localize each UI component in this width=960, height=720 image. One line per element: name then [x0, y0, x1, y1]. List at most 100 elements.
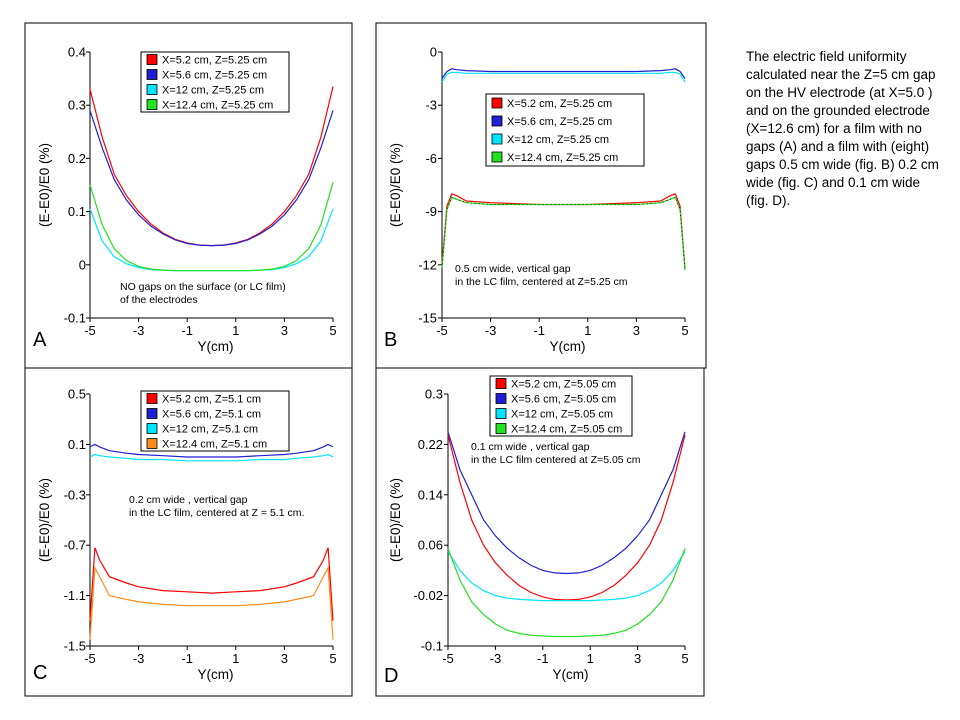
legend-entry: X=5.2 cm, Z=5.1 cm: [162, 394, 261, 406]
series-line-2: [441, 68, 686, 79]
legend-swatch: [495, 393, 507, 404]
panel-letter: B: [384, 329, 397, 351]
legend-swatch: [495, 408, 507, 419]
legend-swatch: [491, 115, 503, 127]
legend-entry: X=12 cm, Z=5.25 cm: [507, 134, 609, 146]
y-tick-label: -3: [425, 98, 437, 113]
annotation-text: 0.1 cm wide , vertical gap: [471, 441, 590, 453]
annotation-text: NO gaps on the surface (or LC film): [120, 281, 286, 293]
x-tick-label: -3: [133, 651, 145, 666]
x-tick-label: 5: [681, 651, 688, 666]
legend-entry: X=12 cm, Z=5.1 cm: [162, 424, 258, 436]
legend-frame: [140, 390, 290, 452]
legend-swatch: [495, 378, 507, 389]
y-tick-label: 0.1: [68, 204, 86, 219]
legend-swatch: [146, 408, 158, 419]
x-tick-label: 3: [633, 323, 640, 338]
legend-entry: X=5.6 cm, Z=5.25 cm: [507, 116, 612, 128]
legend-entry: X=5.6 cm, Z=5.25 cm: [162, 70, 267, 82]
series-line-4: [447, 548, 686, 638]
x-tick-label: 3: [281, 323, 288, 338]
y-tick-label: -12: [418, 257, 437, 272]
x-tick-label: 5: [329, 651, 336, 666]
y-tick-label: 0.5: [68, 387, 86, 402]
x-tick-label: 1: [584, 323, 591, 338]
annotation-text: in the LC film centered at Z=5.05 cm: [471, 454, 641, 466]
x-tick-label: -3: [485, 323, 497, 338]
x-tick-label: -1: [181, 651, 193, 666]
x-tick-label: -3: [133, 323, 145, 338]
x-tick-label: -1: [537, 651, 549, 666]
y-tick-label: 0: [79, 257, 86, 272]
chart-panel-d: -5 -3 -1 1 3 5 -0.1 -0.02 0.06 0.14 0.22 0.3 Y(cm) (E…: [375, 367, 705, 697]
annotation-text: in the LC film, centered at Z = 5.1 cm.: [129, 507, 304, 519]
chart-panel-b: -5 -3 -1 1 3 5 -15 -12 -9 -6 -3 0 Y(cm) (E-E0)/E0 (%)…: [375, 22, 707, 369]
panel-letter: D: [384, 665, 398, 687]
legend-swatch: [146, 84, 158, 95]
series-line-4: [89, 565, 334, 640]
x-axis-label: Y(cm): [550, 339, 586, 354]
legend: X=5.2 cm, Z=5.1 cm X=5.6 cm, Z=5.1 cm X=12…: [140, 390, 290, 452]
y-tick-label: -0.7: [64, 538, 86, 553]
annotation-text: in the LC film, centered at Z=5.25 cm: [455, 276, 628, 288]
x-tick-label: -5: [436, 323, 448, 338]
legend-swatch: [146, 423, 158, 434]
legend-swatch: [491, 151, 503, 163]
legend-entry: X=12.4 cm, Z=5.05 cm: [511, 424, 622, 436]
annotation-text: 0.2 cm wide , vertical gap: [129, 494, 248, 506]
legend-entry: X=5.2 cm, Z=5.25 cm: [162, 55, 267, 67]
x-tick-label: -5: [442, 651, 454, 666]
x-tick-label: 5: [329, 323, 336, 338]
y-tick-label: -0.3: [64, 487, 86, 502]
legend-swatch: [495, 423, 507, 434]
y-axis-label: (E-E0)/E0 (%): [37, 478, 52, 562]
chart-panel-a: -5 -3 -1 1 3 5 -0.1 0 0.1 0.2 0.3 0.4 Y(cm) (E-E0)/E0…: [24, 22, 353, 369]
y-tick-label: 0.2: [68, 151, 86, 166]
legend-entry: X=12.4 cm, Z=5.1 cm: [162, 439, 267, 451]
legend-frame: [489, 375, 633, 437]
x-tick-label: 3: [281, 651, 288, 666]
series-line-3: [89, 453, 334, 462]
chart-panel-c: -5 -3 -1 1 3 5 -1.5 -1.1 -0.7 -0.3 0.1 0.5 Y(cm) (E-E…: [24, 367, 353, 697]
series-line-2: [447, 431, 686, 575]
y-axis-label: (E-E0)/E0 (%): [388, 143, 403, 227]
series-line-2: [89, 110, 334, 247]
x-tick-label: -5: [84, 323, 96, 338]
y-tick-label: 0.3: [68, 98, 86, 113]
panel-letter: C: [33, 662, 47, 684]
legend-swatch: [146, 54, 158, 65]
x-tick-label: -1: [533, 323, 545, 338]
legend-entry: X=5.6 cm, Z=5.05 cm: [511, 394, 616, 406]
legend: X=5.2 cm, Z=5.25 cm X=5.6 cm, Z=5.25 cm X=…: [140, 51, 290, 113]
y-tick-label: 0.22: [418, 437, 443, 452]
x-tick-label: 5: [681, 323, 688, 338]
legend-entry: X=5.2 cm, Z=5.05 cm: [511, 379, 616, 391]
y-tick-label: -0.02: [413, 588, 443, 603]
x-tick-label: 1: [232, 323, 239, 338]
series-line-4: [89, 182, 334, 272]
legend-frame: [140, 51, 290, 113]
legend-frame: [485, 93, 645, 167]
panel-frame: [375, 22, 707, 369]
x-tick-label: 1: [232, 651, 239, 666]
annotation-text: 0.5 cm wide, vertical gap: [455, 263, 571, 275]
series-line-3: [447, 551, 686, 602]
series-line-3: [441, 71, 686, 83]
x-tick-label: -3: [490, 651, 502, 666]
y-tick-label: -15: [418, 311, 437, 326]
legend-swatch: [491, 97, 503, 109]
y-tick-label: -6: [425, 151, 437, 166]
y-axis-label: (E-E0)/E0 (%): [388, 478, 403, 562]
legend-swatch: [146, 99, 158, 110]
legend-entry: X=12 cm, Z=5.05 cm: [511, 409, 613, 421]
legend-swatch: [146, 393, 158, 404]
legend-entry: X=12.4 cm, Z=5.25 cm: [507, 152, 618, 164]
y-tick-label: -9: [425, 204, 437, 219]
x-tick-label: 3: [634, 651, 641, 666]
y-tick-label: -0.1: [64, 311, 86, 326]
series-line-2: [89, 443, 334, 458]
y-tick-label: 0.14: [418, 487, 443, 502]
y-tick-label: 0.3: [425, 387, 443, 402]
y-tick-label: -1.1: [64, 588, 86, 603]
